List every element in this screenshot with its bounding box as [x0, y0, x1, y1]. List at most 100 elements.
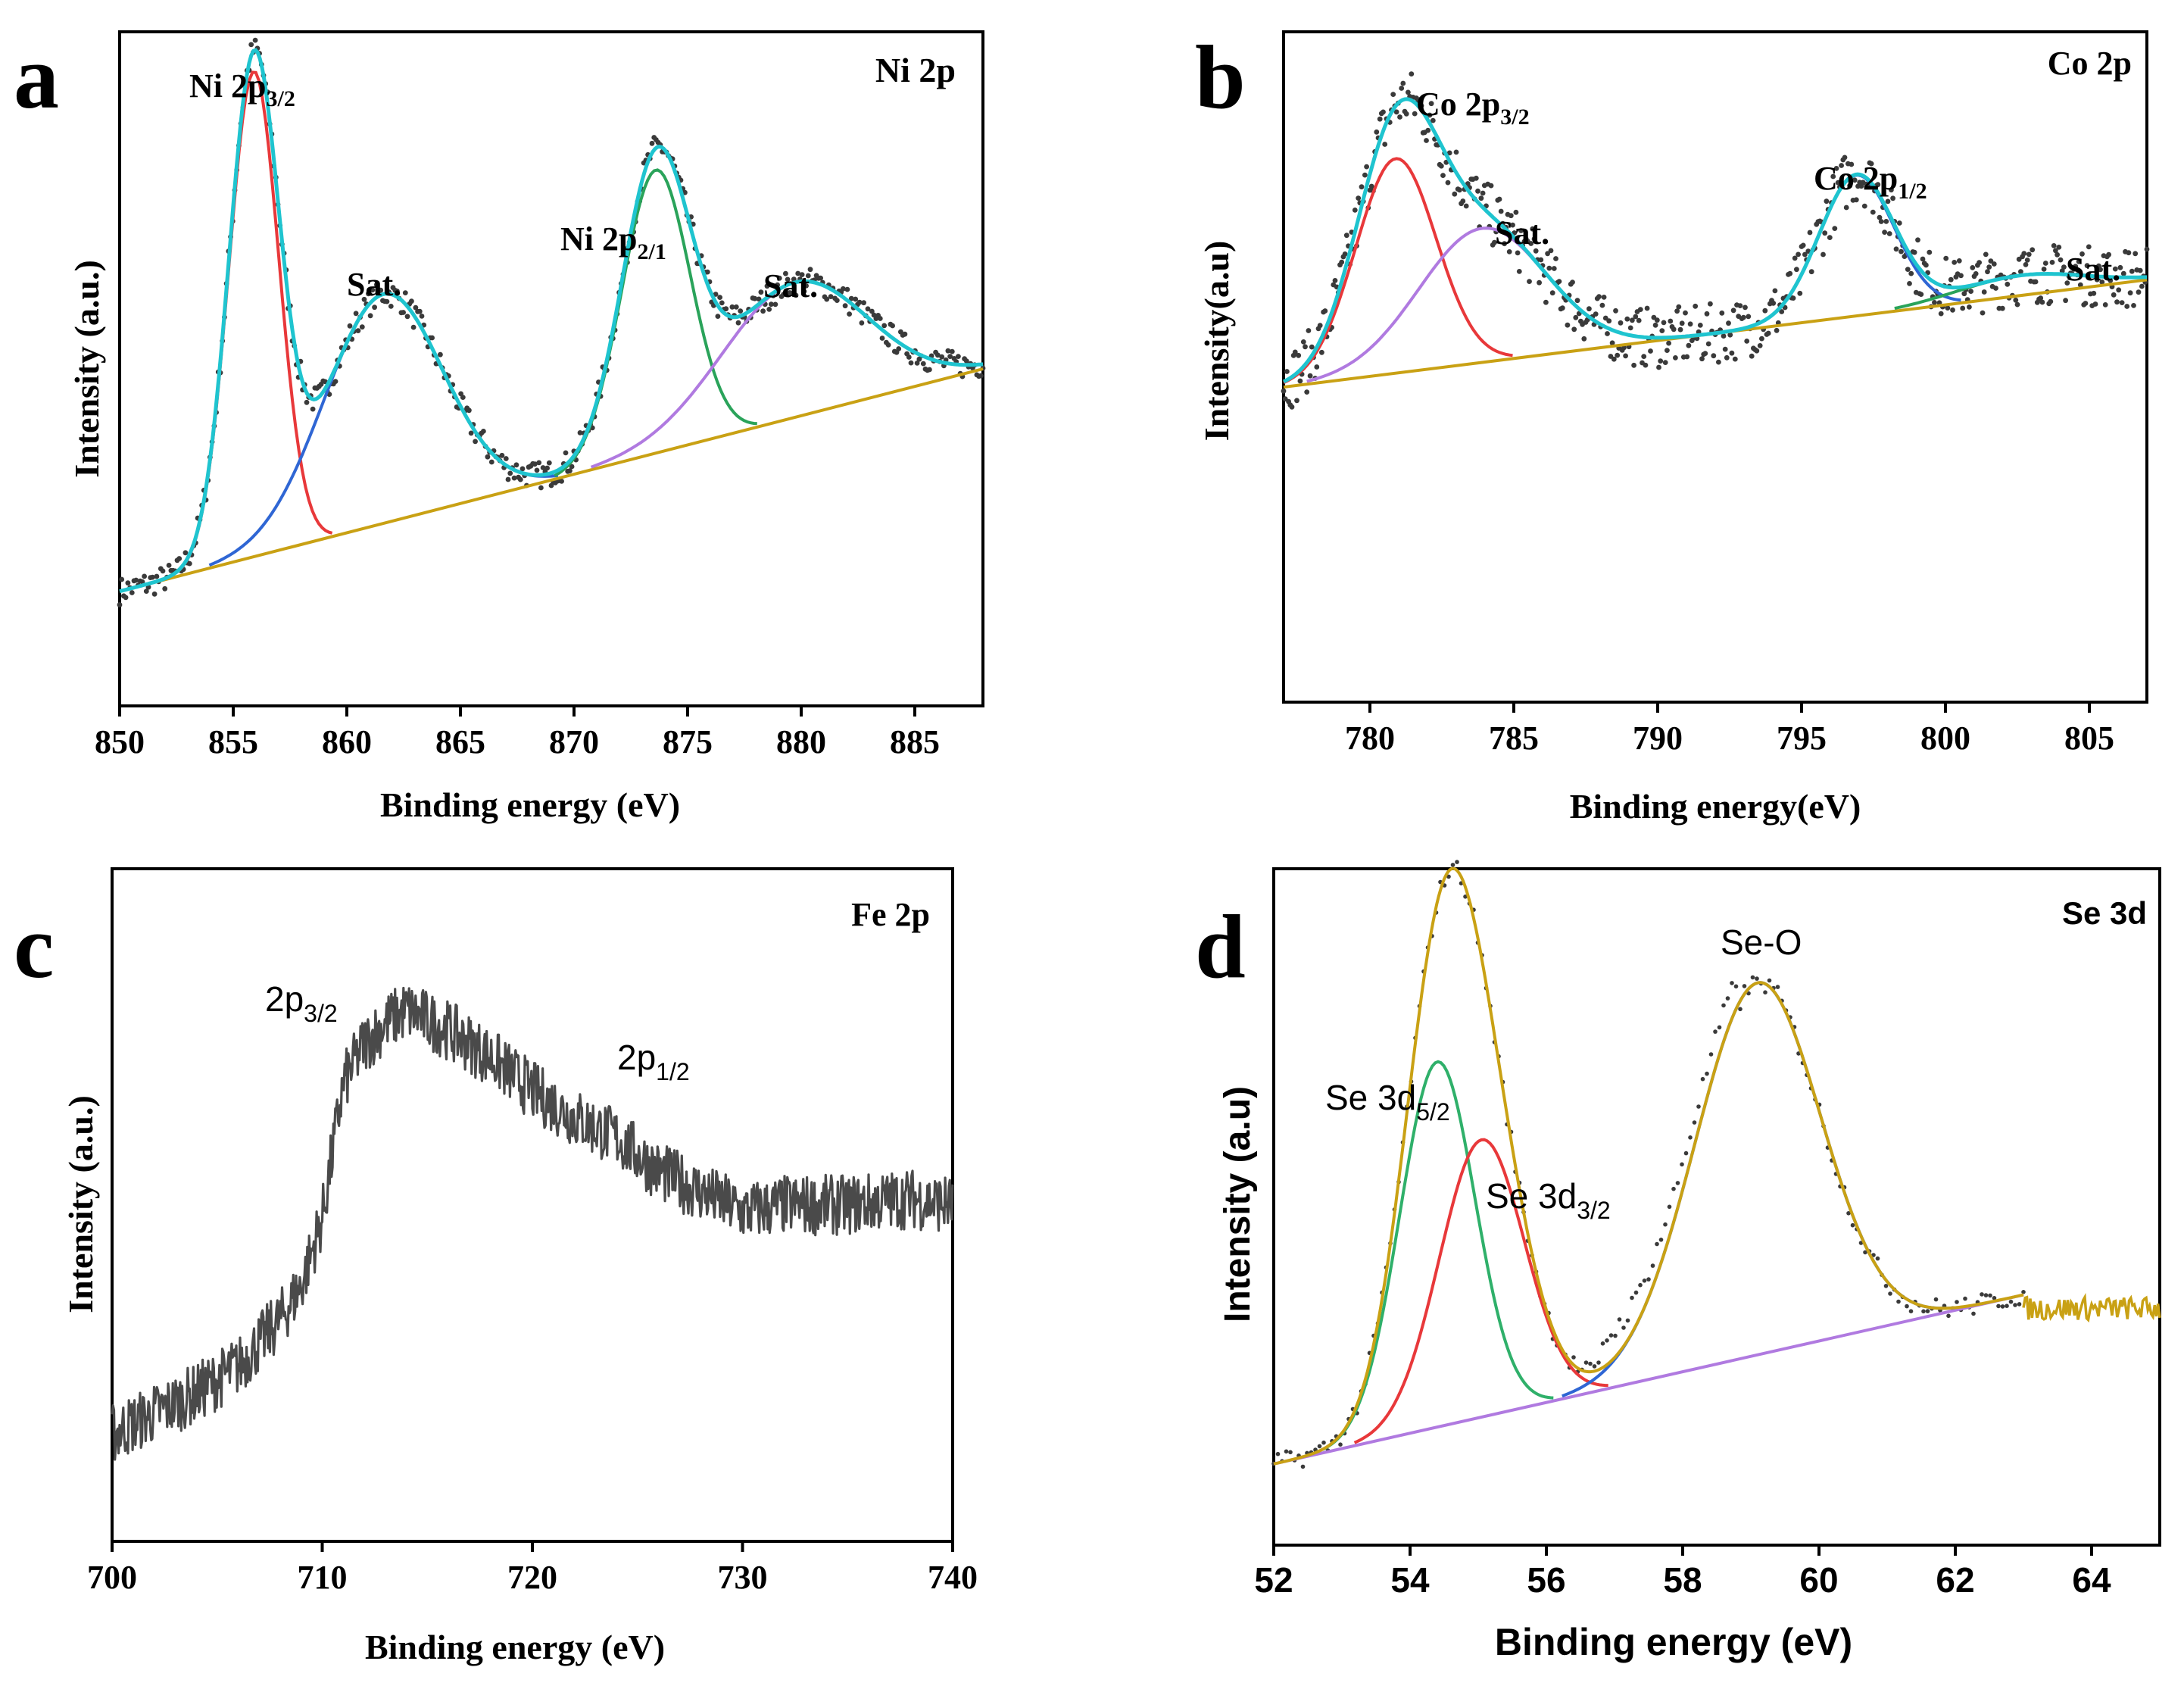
- data-point: [1608, 1333, 1614, 1338]
- data-point: [1807, 229, 1813, 236]
- data-point: [1309, 344, 1315, 350]
- data-point: [947, 354, 953, 359]
- component-peak-se-o: [1562, 981, 1955, 1398]
- data-point: [807, 267, 813, 273]
- data-point: [752, 295, 758, 301]
- data-point: [1475, 188, 1480, 194]
- x-tick-label: 885: [890, 723, 940, 760]
- data-point: [956, 354, 961, 359]
- data-point: [2126, 250, 2132, 256]
- data-point: [1611, 356, 1617, 362]
- data-point: [1677, 326, 1683, 333]
- data-point: [1850, 1222, 1855, 1228]
- chart-panel-fe-2p: 700 710 720 730 740 Fe 2p Binding energy (eV…: [61, 867, 978, 1666]
- data-point: [2120, 270, 2126, 276]
- panel-label-b: b: [1195, 27, 1246, 127]
- data-point: [569, 464, 575, 470]
- data-point: [1606, 318, 1612, 324]
- data-point: [402, 290, 408, 295]
- data-point: [1565, 322, 1571, 328]
- component-peak-se-3d3-2: [1353, 1138, 1608, 1444]
- data-point: [1950, 307, 1955, 313]
- data-point: [1671, 326, 1677, 333]
- data-point: [2084, 263, 2090, 269]
- data-point: [1364, 164, 1369, 170]
- data-point: [1478, 195, 1484, 201]
- x-tick-label: 52: [1254, 1560, 1293, 1600]
- data-point: [1908, 1309, 1914, 1313]
- data-point: [1827, 235, 1833, 240]
- data-point: [505, 476, 511, 482]
- data-point: [507, 470, 513, 476]
- data-point: [2077, 282, 2083, 288]
- data-point: [1457, 187, 1462, 193]
- data-point: [2111, 292, 2117, 298]
- data-point: [1821, 251, 1826, 258]
- chart-marks: [117, 37, 986, 607]
- data-point: [1878, 219, 1884, 224]
- data-point: [2073, 264, 2079, 270]
- data-point: [1721, 1003, 1726, 1008]
- data-point: [142, 573, 148, 579]
- data-point: [1292, 349, 1298, 355]
- data-point: [877, 316, 883, 321]
- data-point: [1742, 984, 1747, 988]
- data-point: [372, 304, 377, 311]
- data-point: [1993, 286, 1998, 291]
- data-point: [355, 328, 361, 333]
- data-point: [1759, 336, 1764, 342]
- data-point: [1868, 161, 1874, 167]
- data-point: [2018, 269, 2023, 274]
- data-point: [2144, 246, 2150, 252]
- chart-marks: [111, 986, 954, 1461]
- data-point: [1883, 1284, 1889, 1288]
- data-point: [1403, 111, 1409, 117]
- data-point: [1705, 341, 1711, 347]
- data-point: [945, 348, 951, 354]
- data-point: [2139, 283, 2145, 289]
- data-point: [2099, 279, 2105, 285]
- data-point: [896, 346, 902, 351]
- data-point: [2137, 267, 2143, 273]
- data-point: [1688, 1135, 1693, 1140]
- data-point: [1958, 273, 1964, 279]
- data-point: [818, 275, 823, 281]
- data-point: [1932, 300, 1937, 305]
- data-point: [1425, 127, 1431, 133]
- x-axis-ticks: 700 710 720 730 740: [87, 1541, 978, 1596]
- data-point: [2005, 281, 2011, 287]
- y-axis-label: Intensity (a.u): [1218, 1086, 1258, 1322]
- chart-marks: [1281, 71, 2150, 410]
- data-point: [1339, 259, 1345, 265]
- data-point: [1883, 219, 1889, 224]
- data-point: [841, 286, 846, 292]
- data-point: [2017, 1302, 2022, 1307]
- data-point: [1946, 1313, 1951, 1319]
- data-point: [1846, 1211, 1851, 1216]
- data-point: [1705, 1071, 1709, 1076]
- data-point: [1683, 310, 1688, 316]
- data-point: [1794, 267, 1799, 273]
- data-point: [1733, 984, 1739, 989]
- data-point: [1596, 294, 1602, 299]
- data-point: [1513, 209, 1519, 215]
- peak-label-ni-2p2-1: Ni 2p2/1: [560, 220, 666, 264]
- data-point: [2024, 258, 2030, 263]
- data-point: [1797, 290, 1803, 296]
- data-point: [1382, 142, 1388, 147]
- data-point: [151, 591, 158, 597]
- data-point: [963, 358, 969, 364]
- data-point: [139, 579, 145, 585]
- x-tick-label: 62: [1936, 1560, 1974, 1600]
- data-point: [1679, 320, 1685, 326]
- data-point: [1719, 310, 1725, 316]
- x-axis-label: Binding energy (eV): [1495, 1621, 1852, 1663]
- data-point: [906, 354, 912, 360]
- data-point: [1306, 328, 1312, 333]
- data-point: [1284, 369, 1290, 374]
- data-point: [1754, 348, 1760, 354]
- data-points: [1271, 860, 2026, 1469]
- data-point: [410, 324, 417, 330]
- data-point: [1605, 1338, 1609, 1343]
- data-point: [1961, 291, 1967, 297]
